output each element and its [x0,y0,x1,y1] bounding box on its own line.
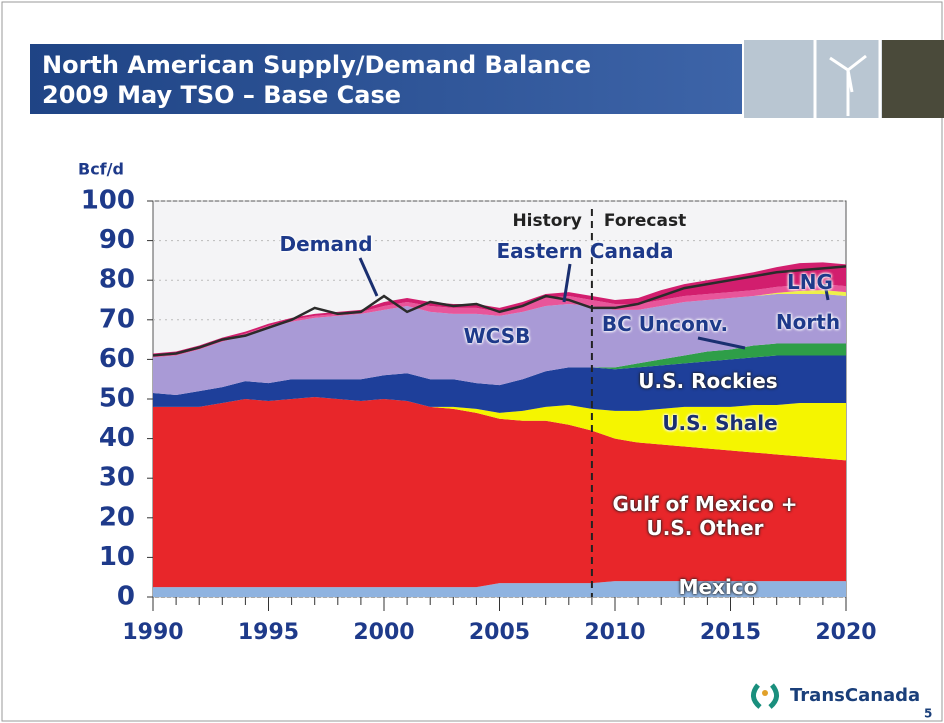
y-tick-label: 100 [81,186,135,216]
y-tick-label: 50 [99,384,135,414]
y-tick-label: 30 [99,463,135,493]
annotation: History [512,211,581,231]
series-label: U.S. Rockies [638,369,777,393]
x-tick-label: 1990 [122,620,183,645]
annotation: Forecast [604,211,686,231]
y-tick-label: 10 [99,542,135,572]
photo [882,40,944,118]
slide: North American Supply/Demand Balance 200… [0,0,944,723]
demand-label: Demand [279,232,372,256]
y-tick-label: 80 [99,265,135,295]
series-label: Gulf of Mexico + U.S. Other [605,492,805,540]
logo: TransCanada [790,685,920,706]
x-tick-label: 2010 [584,620,645,645]
series-label: Mexico [679,575,758,599]
page-number: 5 [924,707,932,721]
y-axis-label: Bcf/d [78,160,124,179]
y-tick-label: 0 [117,582,135,612]
title-line: North American Supply/Demand Balance [42,51,591,79]
x-tick-label: 2020 [815,620,876,645]
x-tick-label: 2000 [353,620,414,645]
series-label: BC Unconv. [602,312,728,336]
x-tick-label: 2015 [700,620,761,645]
series-label: U.S. Shale [662,411,777,435]
x-tick-label: 2005 [469,620,530,645]
y-tick-label: 20 [99,502,135,532]
y-tick-label: 70 [99,304,135,334]
y-tick-label: 40 [99,423,135,453]
series-label: WCSB [464,324,531,348]
title-line: 2009 May TSO – Base Case [42,81,401,109]
chart: North American Supply/Demand Balance 200… [0,0,944,723]
logo-icon [762,690,768,696]
y-tick-label: 90 [99,225,135,255]
series-label: Eastern Canada [497,239,674,263]
series-label: North [776,310,840,334]
x-tick-label: 1995 [238,620,299,645]
series-label: LNG [787,270,833,294]
y-tick-label: 60 [99,344,135,374]
